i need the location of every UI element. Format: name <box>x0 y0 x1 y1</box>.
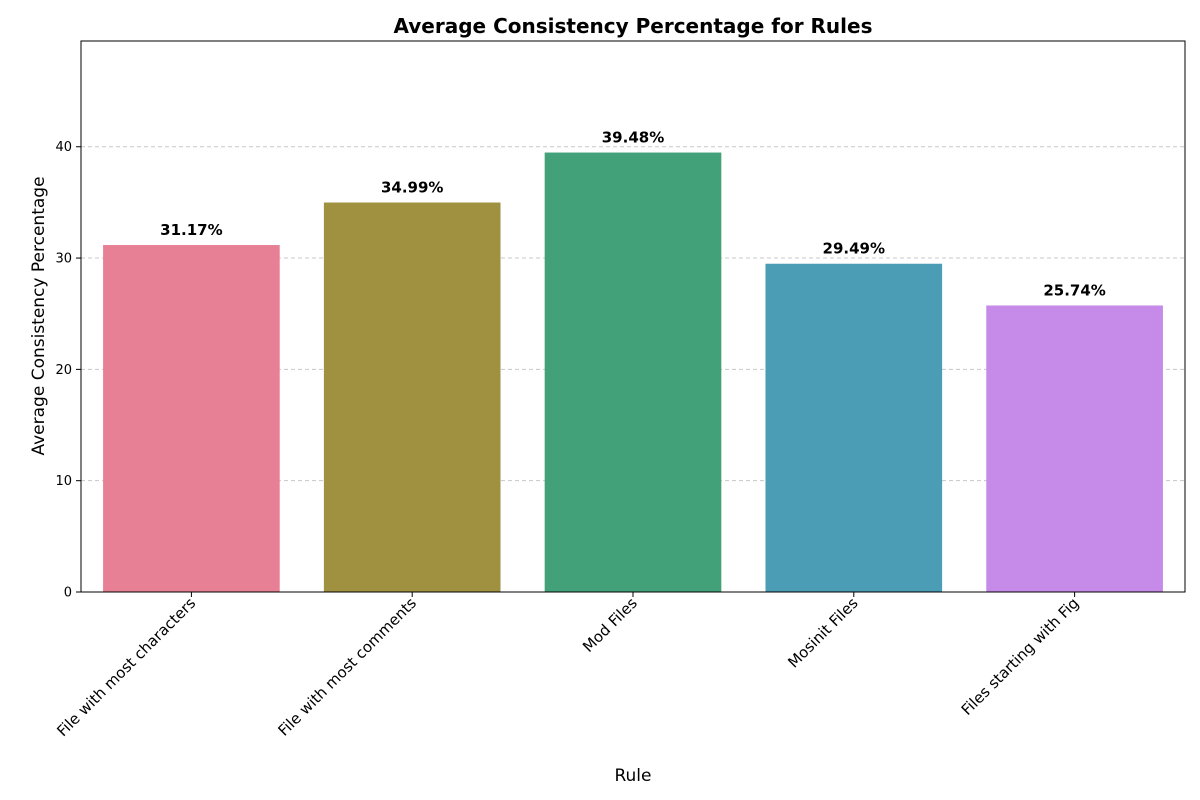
y-tick-label-2: 20 <box>55 363 72 378</box>
bar-1 <box>323 202 501 592</box>
data-label-4: 25.74% <box>1043 281 1105 299</box>
bar-4 <box>986 305 1163 592</box>
bar-0 <box>103 245 280 592</box>
data-label-3: 29.49% <box>823 240 885 258</box>
x-tick-label-4: Files starting with Fig <box>958 594 1083 719</box>
bar-2 <box>544 152 722 592</box>
y-tick-label-0: 0 <box>64 586 72 601</box>
x-tick-label-3: Mosinit Files <box>784 594 861 671</box>
y-tick-label-4: 40 <box>55 140 72 155</box>
x-axis-ticks: File with most characters File with most … <box>53 592 1082 740</box>
y-axis-ticks: 0 10 20 30 40 <box>55 140 81 601</box>
data-label-2: 39.48% <box>602 129 664 147</box>
x-axis-label: Rule <box>614 766 651 786</box>
y-tick-label-3: 30 <box>55 252 72 267</box>
x-tick-label-0: File with most characters <box>53 594 199 740</box>
chart-title: Average Consistency Percentage for Rules <box>394 14 873 38</box>
data-label-1: 34.99% <box>381 179 443 197</box>
y-tick-label-1: 10 <box>55 474 72 489</box>
bar-3 <box>765 263 943 592</box>
data-label-0: 31.17% <box>160 221 222 239</box>
y-axis-label: Average Consistency Percentage <box>29 176 49 455</box>
data-labels: 31.17% 34.99% 39.48% 29.49% 25.74% <box>160 129 1106 300</box>
x-tick-label-2: Mod Files <box>579 594 641 656</box>
bars <box>103 152 1163 592</box>
x-tick-label-1: File with most comments <box>275 594 421 740</box>
